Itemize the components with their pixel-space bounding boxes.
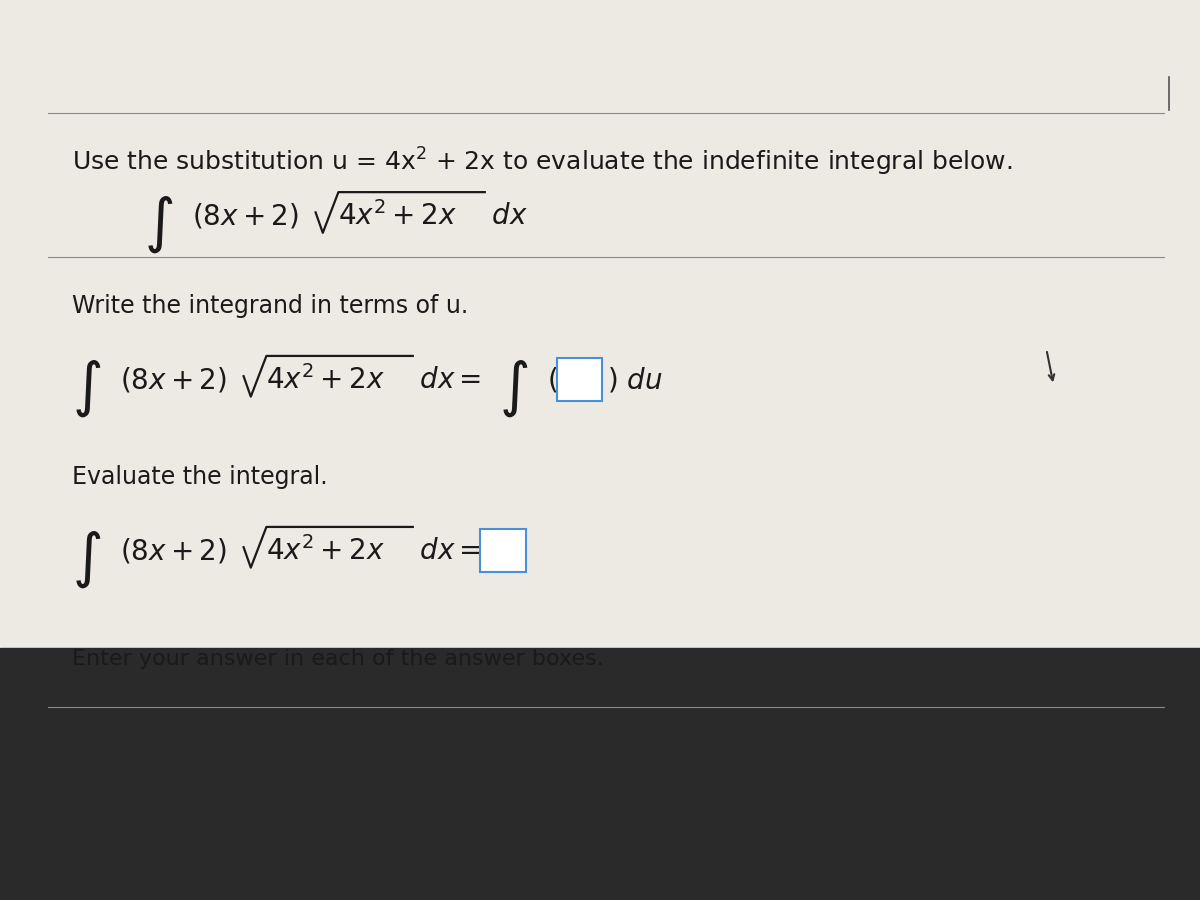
FancyBboxPatch shape <box>480 529 526 572</box>
Text: $4x^2 + 2x$: $4x^2 + 2x$ <box>266 364 385 395</box>
Text: $\,dx = $: $\,dx = $ <box>415 365 481 394</box>
Text: $)\ du$: $)\ du$ <box>607 365 662 394</box>
Text: Enter your answer in each of the answer boxes.: Enter your answer in each of the answer … <box>72 649 604 669</box>
Text: $\,dx$: $\,dx$ <box>487 202 528 230</box>
Text: $(8x + 2)$: $(8x + 2)$ <box>120 365 227 394</box>
Text: $\,dx = $: $\,dx = $ <box>415 536 481 565</box>
Text: $(\ \ $: $(\ \ $ <box>547 365 558 394</box>
Text: $\int$: $\int$ <box>72 358 101 419</box>
Text: Evaluate the integral.: Evaluate the integral. <box>72 465 328 489</box>
Text: Use the substitution u = 4x$^2$ + 2x to evaluate the indefinite integral below.: Use the substitution u = 4x$^2$ + 2x to … <box>72 146 1013 178</box>
Text: Write the integrand in terms of u.: Write the integrand in terms of u. <box>72 294 468 318</box>
Bar <box>0 648 1200 900</box>
Text: $(8x + 2)$: $(8x + 2)$ <box>120 536 227 565</box>
Text: $\int$: $\int$ <box>499 358 528 419</box>
Text: $(8x + 2)$: $(8x + 2)$ <box>192 202 299 230</box>
Text: $4x^2 + 2x$: $4x^2 + 2x$ <box>338 201 457 231</box>
Text: $4x^2 + 2x$: $4x^2 + 2x$ <box>266 536 385 566</box>
Text: $\int$: $\int$ <box>72 529 101 590</box>
Text: $\int$: $\int$ <box>144 194 173 256</box>
FancyBboxPatch shape <box>557 358 602 401</box>
